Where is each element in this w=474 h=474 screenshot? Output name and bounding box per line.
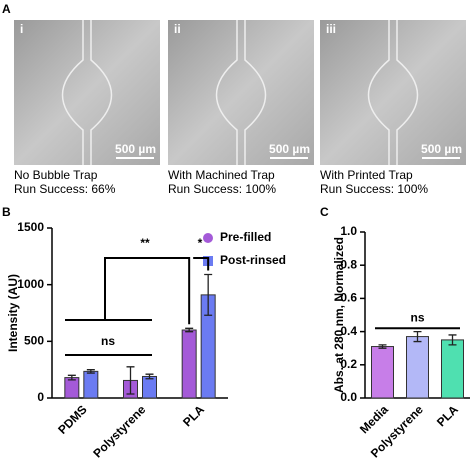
caption: With Printed Trap <box>320 168 413 182</box>
annotation: ns <box>101 334 115 348</box>
scale-label: 500 µm <box>115 142 156 156</box>
error-bar <box>185 327 194 333</box>
y-tick-label: 0.8 <box>340 257 357 271</box>
y-axis-label: Abs. at 280 nm, Normalized <box>332 237 346 393</box>
bar <box>64 377 80 399</box>
bar <box>83 370 99 399</box>
caption: No Bubble Trap <box>14 168 98 182</box>
y-tick-label: 0 <box>37 390 44 404</box>
error-bar <box>378 344 387 349</box>
result: Run Success: 66% <box>14 182 116 196</box>
panel-label: C <box>320 205 329 219</box>
channel-outline <box>215 20 267 165</box>
y-axis-label: Intensity (AU) <box>6 274 20 352</box>
bar <box>406 336 429 399</box>
annotation: ns <box>410 310 424 324</box>
bar <box>441 339 464 399</box>
scale-label: 500 µm <box>269 142 310 156</box>
scale-label: 500 µm <box>421 142 462 156</box>
channel-outline <box>61 20 113 165</box>
y-tick-label: 1.0 <box>340 224 357 238</box>
image-label: ii <box>174 22 181 36</box>
panel-label: B <box>2 205 11 219</box>
bar <box>371 346 394 399</box>
image-label: iii <box>326 22 336 36</box>
micrograph <box>14 20 160 165</box>
legend-marker <box>203 233 213 243</box>
x-tick-label: PDMS <box>55 402 89 436</box>
x-tick-label: Polystyrene <box>90 402 148 460</box>
annotation: * <box>198 236 203 250</box>
y-tick-label: 0.2 <box>340 357 357 371</box>
panel-label: A <box>2 2 11 16</box>
charts: 0 500 1000 1500 Intensity (AU) PDMS Polystyren… <box>6 220 470 460</box>
image-label: i <box>20 22 23 36</box>
y-tick-label: 0.4 <box>340 324 357 338</box>
y-tick-label: 500 <box>24 334 44 348</box>
bar <box>181 329 197 399</box>
result: Run Success: 100% <box>320 182 428 196</box>
error-bar <box>67 374 76 381</box>
bar <box>142 375 157 399</box>
error-bar <box>413 330 422 343</box>
error-bar <box>145 373 154 380</box>
legend-label: Post-rinsed <box>220 253 286 267</box>
y-tick-label: 0.6 <box>340 291 357 305</box>
bracket <box>193 257 210 271</box>
annotation: ** <box>140 236 150 250</box>
micrograph <box>168 20 314 165</box>
x-tick-label: PLA <box>180 402 207 429</box>
x-tick-label: PLA <box>434 402 461 429</box>
bracket <box>104 257 191 325</box>
error-bar <box>126 366 135 395</box>
caption: With Machined Trap <box>168 168 275 182</box>
error-bar <box>86 369 95 374</box>
channel-outline <box>367 20 419 165</box>
y-tick-label: 0.0 <box>340 390 357 404</box>
error-bar <box>448 334 457 346</box>
legend-label: Pre-filled <box>220 230 271 244</box>
result: Run Success: 100% <box>168 182 276 196</box>
micrograph <box>320 20 466 165</box>
y-tick-label: 1000 <box>17 277 44 291</box>
y-tick-label: 1500 <box>17 220 44 234</box>
error-bar <box>204 273 213 316</box>
